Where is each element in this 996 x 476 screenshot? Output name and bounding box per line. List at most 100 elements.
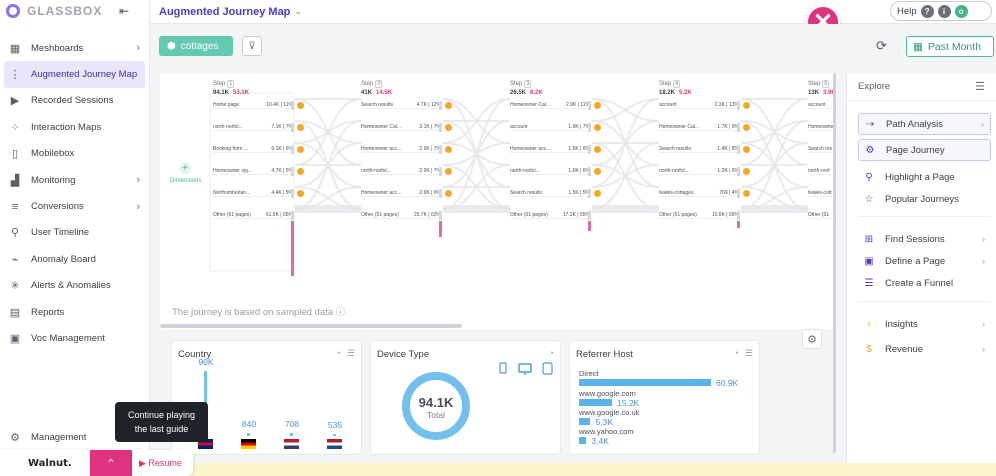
explore-item-highlight-a-page[interactable]: ⚲ Highlight a Page [858,166,991,188]
menu-icon[interactable]: ☰ [975,81,985,93]
journey-node[interactable]: Homeowner Cal... 1.7K | 9% [659,123,739,131]
explore-item-revenue[interactable]: $ Revenue › [858,338,991,360]
sidebar-item-meshboards[interactable]: ▦ Meshboards › [4,35,145,61]
sidebar-item-augmented-journey-map[interactable]: ⋮ Augmented Journey Map [4,61,145,88]
list-icon[interactable]: ☰ [346,348,355,358]
journey-node[interactable]: account 1.9K | 7% [510,123,590,131]
journey-node[interactable]: Other (61 pages) 61.5K | 65% [213,211,293,219]
sidebar-item-mobilebox[interactable]: ▯ Mobilebox [4,141,145,167]
period-button[interactable]: ▦ Past Month [906,36,994,57]
info-circle-icon[interactable]: ⓘ [335,307,346,318]
journey-node[interactable]: Homeowner acc... 2.9K | 6% [361,189,441,197]
journey-node[interactable]: Search results 4.7K | 12% [361,101,441,109]
journey-node[interactable]: Homeowner acc... 1.6K | 6% [510,145,590,153]
warning-icon[interactable] [743,124,750,131]
pie-chart-icon[interactable]: ◔ [335,348,341,358]
journey-node[interactable]: Other (51 [808,211,836,219]
journey-node[interactable]: Other (51 pages) 17.2K | 65% [510,211,590,219]
referrer-bar[interactable] [579,379,711,386]
country-bar[interactable] [247,432,250,436]
explore-item-define-a-page[interactable]: ▣ Define a Page › [858,250,991,272]
warning-icon[interactable] [297,190,304,197]
journey-node[interactable]: north-norfol... 1.2K | 6% [659,167,739,175]
referrer-bar[interactable] [579,399,612,406]
journey-node[interactable]: lwales-cottages 769 | 4% [659,189,739,197]
journey-node[interactable]: Booking form ... 6.1K | 6% [213,145,293,153]
warning-icon[interactable] [445,146,452,153]
sidebar-item-conversions[interactable]: ≡ Conversions › [4,193,145,219]
info-icon[interactable]: i [937,4,951,18]
expand-guide-button[interactable]: ⌃ [90,450,132,476]
settings-button[interactable]: ⚙ [802,329,822,349]
help-menu[interactable]: Help ? i o [890,1,992,21]
warning-icon[interactable] [445,102,452,109]
journey-node[interactable]: account 2.3K | 13% [659,101,739,109]
refresh-icon[interactable]: ⟳ [876,38,887,53]
warning-icon[interactable] [594,168,601,175]
warning-icon[interactable] [743,146,750,153]
referrer-bar[interactable] [579,418,591,425]
warning-icon[interactable] [445,168,452,175]
question-icon[interactable]: ? [920,4,934,18]
sidebar-item-voc-management[interactable]: ▣ Voc Management [4,325,145,351]
country-bar[interactable] [333,434,336,436]
horizontal-scrollbar[interactable] [160,324,462,328]
page-title[interactable]: Augmented Journey Map [159,5,291,18]
journey-node[interactable]: Search res [808,145,836,153]
journey-node[interactable]: Other (51 pages) 25.7K | 63% [361,211,441,219]
warning-icon[interactable] [594,124,601,131]
mobile-device-icon[interactable] [499,362,507,374]
journey-node[interactable]: account [808,101,836,109]
journey-node[interactable]: lwales-cott [808,189,836,197]
explore-item-path-analysis[interactable]: ⇢ Path Analysis › [858,113,991,135]
warning-icon[interactable] [297,146,304,153]
explore-item-page-journey[interactable]: ⚙ Page Journey [858,139,991,161]
warning-icon[interactable] [297,168,304,175]
vertical-scrollbar[interactable] [833,73,836,453]
referrer-bar[interactable] [579,437,587,444]
chevron-down-icon[interactable]: ⌄ [294,6,302,16]
journey-node[interactable]: north-norfol... 2.9K | 7% [361,167,441,175]
warning-icon[interactable] [743,190,750,197]
journey-node[interactable]: north-norfol... 1.6K | 6% [510,167,590,175]
warning-icon[interactable] [743,168,750,175]
explore-item-insights[interactable]: ♀ Insights › [858,313,991,335]
journey-node[interactable]: Search results 1.5K | 5% [510,189,590,197]
dimensions-button[interactable]: + Dimensions [170,162,201,184]
sidebar-item-user-timeline[interactable]: ⚲ User Timeline [4,220,145,246]
sidebar-item-interaction-maps[interactable]: ⁘ Interaction Maps [4,114,145,140]
journey-node[interactable]: Homeowner acc... 2.9K | 7% [361,145,441,153]
sidebar-item-recorded-sessions[interactable]: ▶ Recorded Sessions [4,88,145,114]
warning-icon[interactable] [743,102,750,109]
warning-icon[interactable] [594,190,601,197]
journey-node[interactable]: Other (51 pages) 10.8K | 59% [659,211,739,219]
segment-button[interactable]: ⬢ cottages [159,36,233,56]
tablet-device-icon[interactable] [542,362,553,375]
desktop-device-icon[interactable] [518,363,532,373]
warning-icon[interactable] [594,102,601,109]
warning-icon[interactable] [297,124,304,131]
journey-node[interactable]: Homeowner [808,123,836,131]
sidebar-item-anomaly-board[interactable]: ⌁ Anomaly Board [4,246,145,272]
warning-icon[interactable] [445,124,452,131]
sidebar-item-alerts-anomalies[interactable]: ✳ Alerts & Anomalies [4,273,145,299]
journey-node[interactable]: Homeowner sig... 4.7K | 5% [213,167,293,175]
sidebar-item-management[interactable]: ⚙ Management [4,424,146,450]
collapse-sidebar-icon[interactable]: ⇤ [118,4,129,18]
journey-node[interactable]: Homeowner Cal... 3.1K | 7% [361,123,441,131]
explore-item-popular-journeys[interactable]: ☆ Popular Journeys [858,188,991,210]
avatar[interactable]: o [954,4,968,18]
journey-node[interactable]: Northumberlan... 4.4K | 5% [213,189,293,197]
journey-node[interactable]: north-norf [808,167,836,175]
explore-item-create-a-funnel[interactable]: ☰ Create a Funnel [858,272,991,294]
warning-icon[interactable] [297,102,304,109]
journey-node[interactable]: Home page 10.4K | 11% [213,101,293,109]
resume-button[interactable]: ▶ Resume [139,458,182,468]
warning-icon[interactable] [594,146,601,153]
warning-icon[interactable] [445,190,452,197]
pie-chart-icon[interactable]: ◔ [548,348,554,358]
list-icon[interactable]: ☰ [744,348,753,358]
country-bar[interactable] [290,433,293,436]
journey-node[interactable]: Homeowner Cal... 2.9K | 11% [510,101,590,109]
pie-chart-icon[interactable]: ◔ [733,348,739,358]
